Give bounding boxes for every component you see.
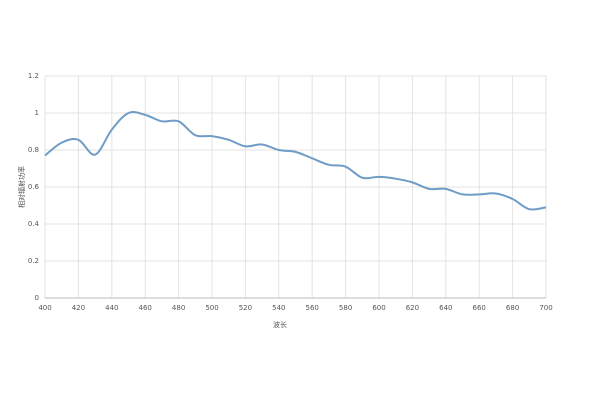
y-tick-label: 0.4 [28,220,40,228]
y-tick-label: 0 [35,294,39,302]
x-tick-label: 560 [306,304,319,312]
x-tick-label: 480 [172,304,185,312]
line-series [44,111,547,211]
x-tick-label: 400 [38,304,51,312]
x-tick-label: 540 [272,304,285,312]
y-tick-label: 0.2 [28,257,39,265]
x-tick-label: 700 [539,304,552,312]
y-tick-label: 1 [35,109,39,117]
x-tick-label: 580 [339,304,352,312]
y-tick-label: 0.6 [28,183,40,191]
x-tick-label: 520 [239,304,252,312]
y-tick-label: 0.8 [28,146,39,154]
y-tick-label: 1.2 [28,72,39,80]
x-tick-label: 640 [439,304,452,312]
x-tick-label: 460 [139,304,152,312]
x-tick-label: 620 [406,304,419,312]
y-axis-label: 相对辐射功率 [17,166,26,208]
x-tick-label: 680 [506,304,519,312]
x-tick-label: 500 [205,304,218,312]
x-tick-label: 600 [372,304,385,312]
x-axis-label: 波长 [273,320,287,329]
x-tick-label: 420 [72,304,85,312]
x-tick-label: 660 [473,304,486,312]
x-tick-label: 440 [105,304,118,312]
